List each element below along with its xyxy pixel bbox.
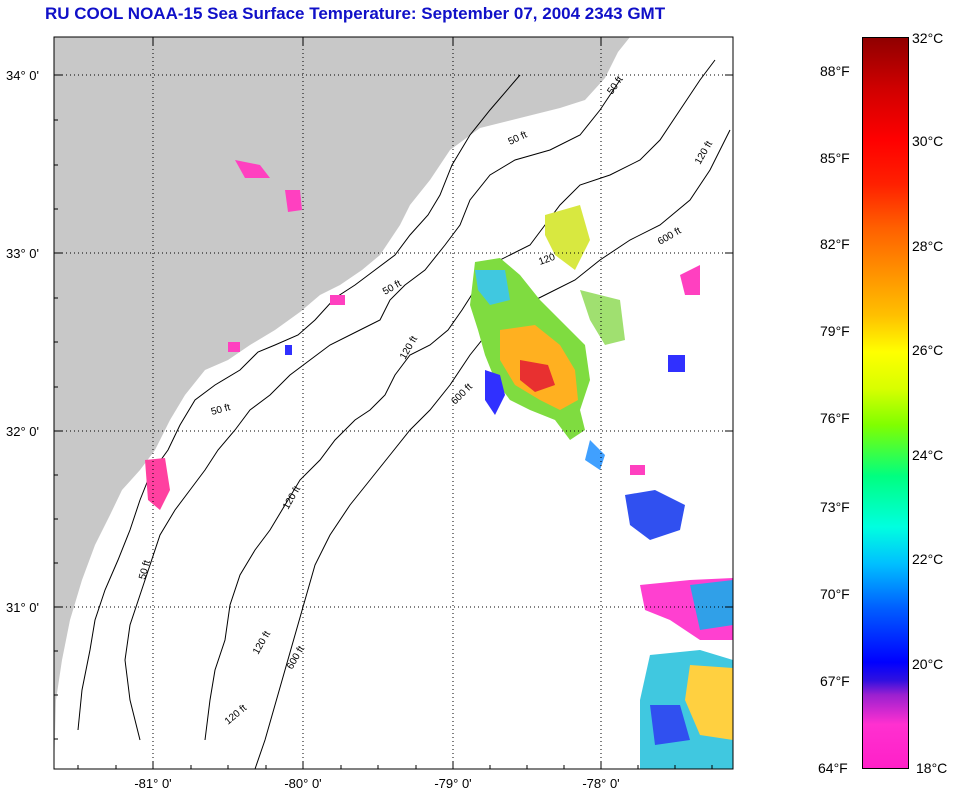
lon-label-80: -80° 0' [284, 776, 321, 791]
contour-label-50ft-4: 50 ft [210, 402, 232, 418]
lat-label-31: 31° 0' [6, 600, 39, 615]
colorbar-label-82f: 82°F [820, 236, 850, 252]
colorbar-label-79f: 79°F [820, 323, 850, 339]
colorbar-label-22c: 22°C [912, 551, 944, 567]
axis-ticks [54, 37, 733, 769]
colorbar-label-28c: 28°C [912, 238, 944, 254]
lat-label-33: 33° 0' [6, 246, 39, 261]
isobath-contours [77, 59, 731, 769]
colorbar-label-32c: 32°C [912, 30, 944, 46]
colorbar-label-70f: 70°F [820, 586, 850, 602]
map-border [53, 36, 734, 770]
lon-label-78: -78° 0' [582, 776, 619, 791]
sst-data-patches [145, 160, 733, 769]
colorbar-label-30c: 30°C [912, 133, 944, 149]
colorbar-label-24c: 24°C [912, 447, 944, 463]
colorbar-label-67f: 67°F [820, 673, 850, 689]
colorbar-label-64f: 64°F [818, 760, 848, 776]
lon-label-81: -81° 0' [134, 776, 171, 791]
colorbar-label-88f: 88°F [820, 63, 850, 79]
lat-label-32: 32° 0' [6, 424, 39, 439]
colorbar-label-26c: 26°C [912, 342, 944, 358]
map-title: RU COOL NOAA-15 Sea Surface Temperature:… [45, 4, 666, 23]
lat-label-34: 34° 0' [6, 68, 39, 83]
colorbar-label-76f: 76°F [820, 410, 850, 426]
lon-label-79: -79° 0' [434, 776, 471, 791]
contour-label-50ft-5: 50 ft [137, 559, 153, 581]
land-area [54, 37, 630, 769]
colorbar-label-20c: 20°C [912, 656, 944, 672]
colorbar-label-18c: 18°C [916, 760, 948, 776]
colorbar-label-85f: 85°F [820, 150, 850, 166]
colorbar-label-73f: 73°F [820, 499, 850, 515]
temperature-colorbar [862, 37, 909, 769]
